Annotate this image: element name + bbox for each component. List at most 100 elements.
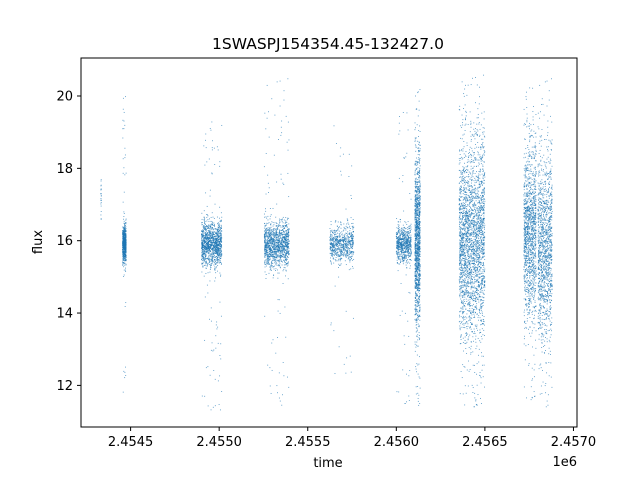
data-point — [402, 244, 404, 246]
data-point — [220, 249, 222, 251]
data-point — [396, 237, 398, 239]
data-point — [272, 246, 274, 248]
data-point — [207, 228, 209, 229]
data-point — [406, 237, 408, 239]
data-point — [215, 267, 217, 269]
data-point — [266, 224, 267, 226]
data-point — [267, 254, 269, 256]
data-point — [409, 225, 411, 227]
data-point — [273, 235, 275, 237]
data-point — [286, 243, 288, 245]
data-point — [414, 184, 416, 185]
data-point — [398, 133, 400, 135]
data-point — [213, 241, 215, 243]
data-point — [214, 259, 216, 261]
data-point — [396, 391, 398, 393]
data-point — [216, 146, 218, 148]
data-point — [416, 320, 418, 321]
data-point — [283, 231, 285, 233]
data-point — [409, 262, 411, 264]
data-point — [201, 259, 202, 261]
data-point — [418, 147, 420, 149]
data-point — [403, 251, 404, 253]
data-point — [334, 251, 336, 253]
data-point — [409, 243, 411, 245]
data-point — [207, 236, 209, 238]
data-point — [270, 392, 272, 394]
data-point — [212, 406, 214, 408]
data-point — [349, 244, 351, 246]
data-point — [399, 253, 401, 255]
data-point — [276, 263, 278, 265]
data-point — [410, 236, 412, 238]
data-point — [204, 250, 206, 252]
data-point — [331, 254, 332, 256]
data-point — [212, 243, 214, 245]
data-point — [405, 240, 407, 242]
data-point — [209, 237, 211, 239]
data-point — [212, 247, 214, 249]
data-point — [397, 221, 399, 223]
data-point — [329, 228, 331, 229]
data-point — [342, 238, 344, 240]
data-point — [209, 268, 211, 270]
data-point — [220, 241, 222, 243]
data-point — [349, 261, 351, 263]
data-point — [218, 248, 220, 250]
data-point — [204, 246, 205, 248]
data-point — [215, 229, 217, 231]
data-point — [122, 237, 124, 239]
data-point — [335, 260, 337, 262]
data-point — [268, 272, 270, 274]
data-point — [335, 248, 337, 249]
data-point — [125, 251, 127, 253]
data-point — [205, 258, 206, 260]
data-point — [284, 250, 286, 252]
data-point — [350, 253, 352, 255]
data-point — [202, 265, 204, 267]
data-point — [209, 244, 211, 246]
data-point — [201, 234, 203, 236]
data-point — [274, 245, 276, 246]
data-point — [204, 243, 205, 244]
data-point — [264, 241, 265, 243]
data-point — [217, 254, 218, 256]
data-point — [124, 245, 126, 247]
data-point — [124, 222, 126, 224]
data-point — [408, 238, 410, 239]
data-point — [278, 232, 280, 234]
data-point — [210, 349, 212, 351]
data-point — [406, 240, 408, 242]
data-point — [207, 248, 209, 250]
data-point — [338, 276, 340, 278]
data-point — [275, 244, 277, 246]
data-point — [406, 247, 408, 249]
data-point — [201, 271, 203, 273]
data-point — [347, 253, 349, 255]
data-point — [211, 259, 213, 261]
data-point — [286, 247, 288, 249]
data-point — [203, 235, 205, 237]
data-point — [209, 253, 211, 255]
data-point — [203, 251, 205, 253]
data-point — [214, 268, 216, 270]
data-point — [122, 242, 124, 244]
data-point — [270, 265, 272, 267]
data-point — [214, 247, 216, 249]
data-point — [272, 254, 274, 256]
data-point — [213, 248, 214, 250]
data-point — [124, 229, 126, 231]
data-point — [417, 287, 419, 289]
data-point — [341, 233, 343, 235]
data-point — [282, 261, 283, 263]
data-point — [414, 196, 416, 197]
data-point — [211, 263, 213, 265]
data-point — [122, 246, 124, 248]
data-point — [403, 237, 405, 239]
data-point — [351, 259, 353, 261]
data-point — [123, 243, 125, 245]
data-point — [265, 259, 267, 261]
data-point — [402, 229, 404, 231]
data-point — [271, 238, 273, 240]
